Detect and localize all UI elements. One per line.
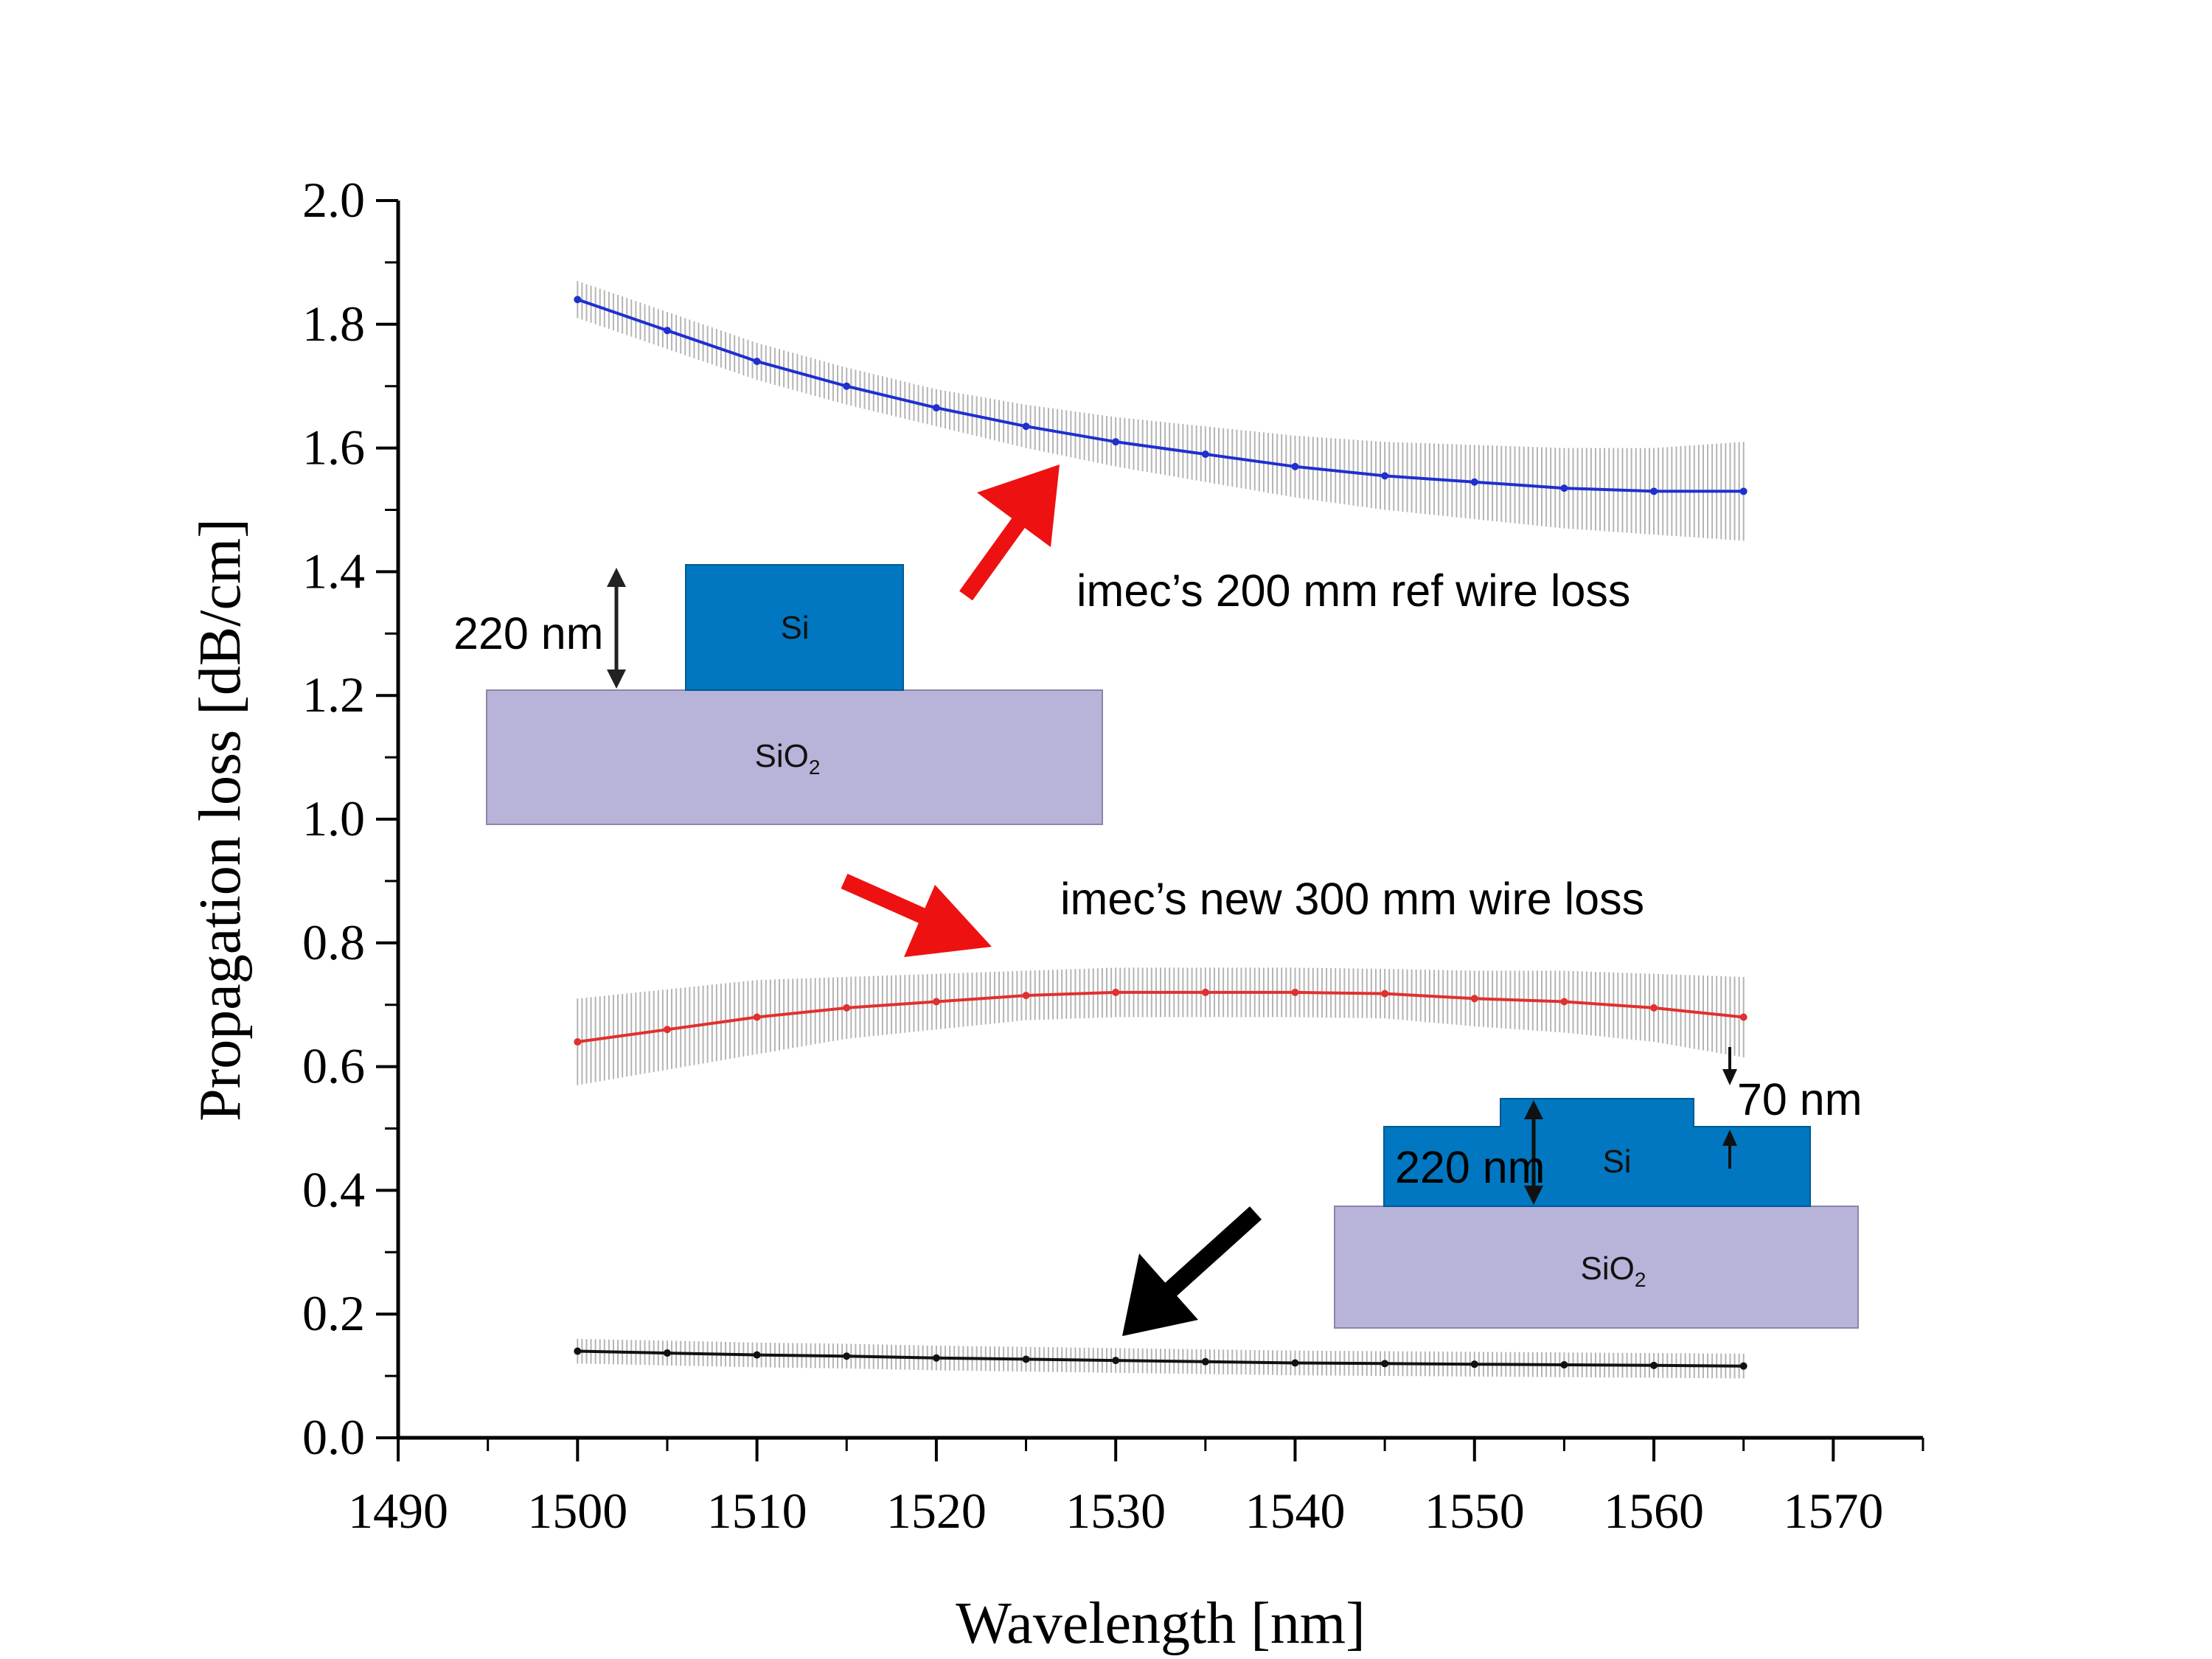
substrate-block bbox=[486, 689, 1103, 825]
data-point bbox=[1470, 478, 1478, 486]
data-point bbox=[1112, 438, 1120, 446]
data-point bbox=[1201, 1357, 1209, 1366]
silicon-rib-block bbox=[1383, 1098, 1811, 1207]
x-tick-label: 1560 bbox=[1604, 1483, 1704, 1539]
core-label: Si bbox=[780, 610, 809, 646]
substrate-label: SiO2 bbox=[755, 738, 821, 779]
data-point bbox=[574, 296, 582, 304]
data-point bbox=[843, 382, 851, 390]
series-layer bbox=[574, 296, 1747, 1370]
y-tick-label: 1.6 bbox=[302, 420, 365, 476]
data-point bbox=[1381, 990, 1389, 998]
data-point bbox=[1291, 1359, 1299, 1367]
data-point bbox=[1291, 988, 1299, 996]
data-point bbox=[574, 1038, 582, 1046]
data-point bbox=[753, 1351, 761, 1359]
x-ticks: 1490 1500 1510 1520 1530 1540 1550 1560 1570 bbox=[348, 1438, 1924, 1539]
data-point bbox=[753, 1013, 761, 1021]
rib-waveguide-diagram: Si SiO2 220 nm 70 nm bbox=[1334, 1047, 1863, 1329]
new-wire-loss-annotation: imec’s new 300 mm wire loss bbox=[1060, 874, 1644, 924]
data-point bbox=[1739, 1013, 1747, 1021]
red-arrow-up-icon bbox=[959, 465, 1060, 601]
etch-depth-label: 70 nm bbox=[1737, 1074, 1863, 1124]
axes: 0.0 0.2 0.4 0.6 0.8 1.0 1.2 1.4 1.6 1.8 2.0 1490 15… bbox=[302, 172, 1924, 1539]
y-tick-label: 0.2 bbox=[302, 1285, 365, 1341]
x-tick-label: 1530 bbox=[1065, 1483, 1166, 1539]
y-tick-label: 0.4 bbox=[302, 1161, 365, 1217]
data-point bbox=[1560, 998, 1568, 1006]
substrate-label-sub: 2 bbox=[1635, 1268, 1646, 1291]
data-point bbox=[843, 1004, 851, 1012]
data-point bbox=[932, 998, 940, 1006]
x-tick-label: 1490 bbox=[348, 1483, 448, 1539]
data-point bbox=[1650, 487, 1658, 495]
data-point bbox=[1739, 1362, 1747, 1370]
series-line-0 bbox=[577, 298, 1744, 493]
strip-waveguide-diagram: Si SiO2 220 nm bbox=[453, 564, 1103, 825]
data-point bbox=[663, 1349, 671, 1357]
data-point bbox=[663, 1026, 671, 1034]
data-point bbox=[1201, 450, 1209, 458]
height-label: 220 nm bbox=[1395, 1142, 1545, 1192]
data-point bbox=[1112, 988, 1120, 996]
data-point bbox=[1112, 1357, 1120, 1365]
y-axis-title: Propagation loss [dB/cm] bbox=[188, 518, 253, 1121]
data-point bbox=[1381, 1360, 1389, 1368]
data-point bbox=[574, 1347, 582, 1355]
substrate-label-sub: 2 bbox=[809, 756, 821, 779]
y-tick-label: 1.8 bbox=[302, 296, 365, 352]
data-point bbox=[1022, 992, 1030, 1000]
data-point bbox=[753, 358, 761, 366]
data-point bbox=[1470, 995, 1478, 1003]
black-arrow-icon bbox=[1122, 1206, 1262, 1336]
x-axis-title: Wavelength [nm] bbox=[956, 1591, 1366, 1656]
data-point bbox=[843, 1352, 851, 1360]
data-point bbox=[1560, 1360, 1568, 1368]
etch-depth-arrow-icon bbox=[1722, 1047, 1737, 1169]
y-tick-label: 2.0 bbox=[302, 172, 365, 228]
data-point bbox=[1650, 1004, 1658, 1012]
substrate-label-main: SiO bbox=[755, 738, 809, 774]
data-point bbox=[1560, 484, 1568, 493]
ref-wire-loss-annotation: imec’s 200 mm ref wire loss bbox=[1077, 566, 1630, 616]
core-label: Si bbox=[1602, 1144, 1631, 1180]
y-ticks: 0.0 0.2 0.4 0.6 0.8 1.0 1.2 1.4 1.6 1.8 2.0 bbox=[302, 172, 398, 1465]
substrate-label-main: SiO bbox=[1581, 1251, 1635, 1287]
data-point bbox=[932, 404, 940, 412]
y-tick-label: 0.6 bbox=[302, 1038, 365, 1094]
height-arrow-icon bbox=[1524, 1100, 1543, 1205]
data-point bbox=[1291, 462, 1299, 470]
x-tick-label: 1500 bbox=[527, 1483, 627, 1539]
data-point bbox=[1739, 487, 1747, 495]
y-tick-label: 0.8 bbox=[302, 914, 365, 970]
data-point bbox=[1650, 1361, 1658, 1369]
y-tick-label: 0.0 bbox=[302, 1409, 365, 1465]
x-tick-label: 1550 bbox=[1425, 1483, 1525, 1539]
data-point bbox=[663, 327, 671, 335]
x-tick-label: 1570 bbox=[1783, 1483, 1883, 1539]
data-point bbox=[1022, 422, 1030, 431]
data-point bbox=[1381, 472, 1389, 480]
height-arrow-icon bbox=[607, 568, 626, 689]
x-tick-label: 1540 bbox=[1245, 1483, 1345, 1539]
silicon-core-block bbox=[685, 564, 904, 691]
y-tick-label: 1.2 bbox=[302, 667, 365, 723]
series-line-2 bbox=[577, 1349, 1744, 1368]
red-arrow-down-icon bbox=[841, 873, 992, 957]
substrate-block bbox=[1334, 1206, 1859, 1329]
data-point bbox=[1022, 1355, 1030, 1363]
data-point bbox=[932, 1354, 940, 1362]
data-point bbox=[1470, 1360, 1478, 1368]
series-line-1 bbox=[577, 990, 1744, 1043]
x-tick-label: 1520 bbox=[886, 1483, 987, 1539]
y-tick-label: 1.4 bbox=[302, 543, 365, 599]
height-label: 220 nm bbox=[453, 608, 603, 658]
data-point bbox=[1201, 988, 1209, 996]
x-tick-label: 1510 bbox=[707, 1483, 807, 1539]
y-tick-label: 1.0 bbox=[302, 790, 365, 846]
substrate-label: SiO2 bbox=[1581, 1251, 1646, 1291]
